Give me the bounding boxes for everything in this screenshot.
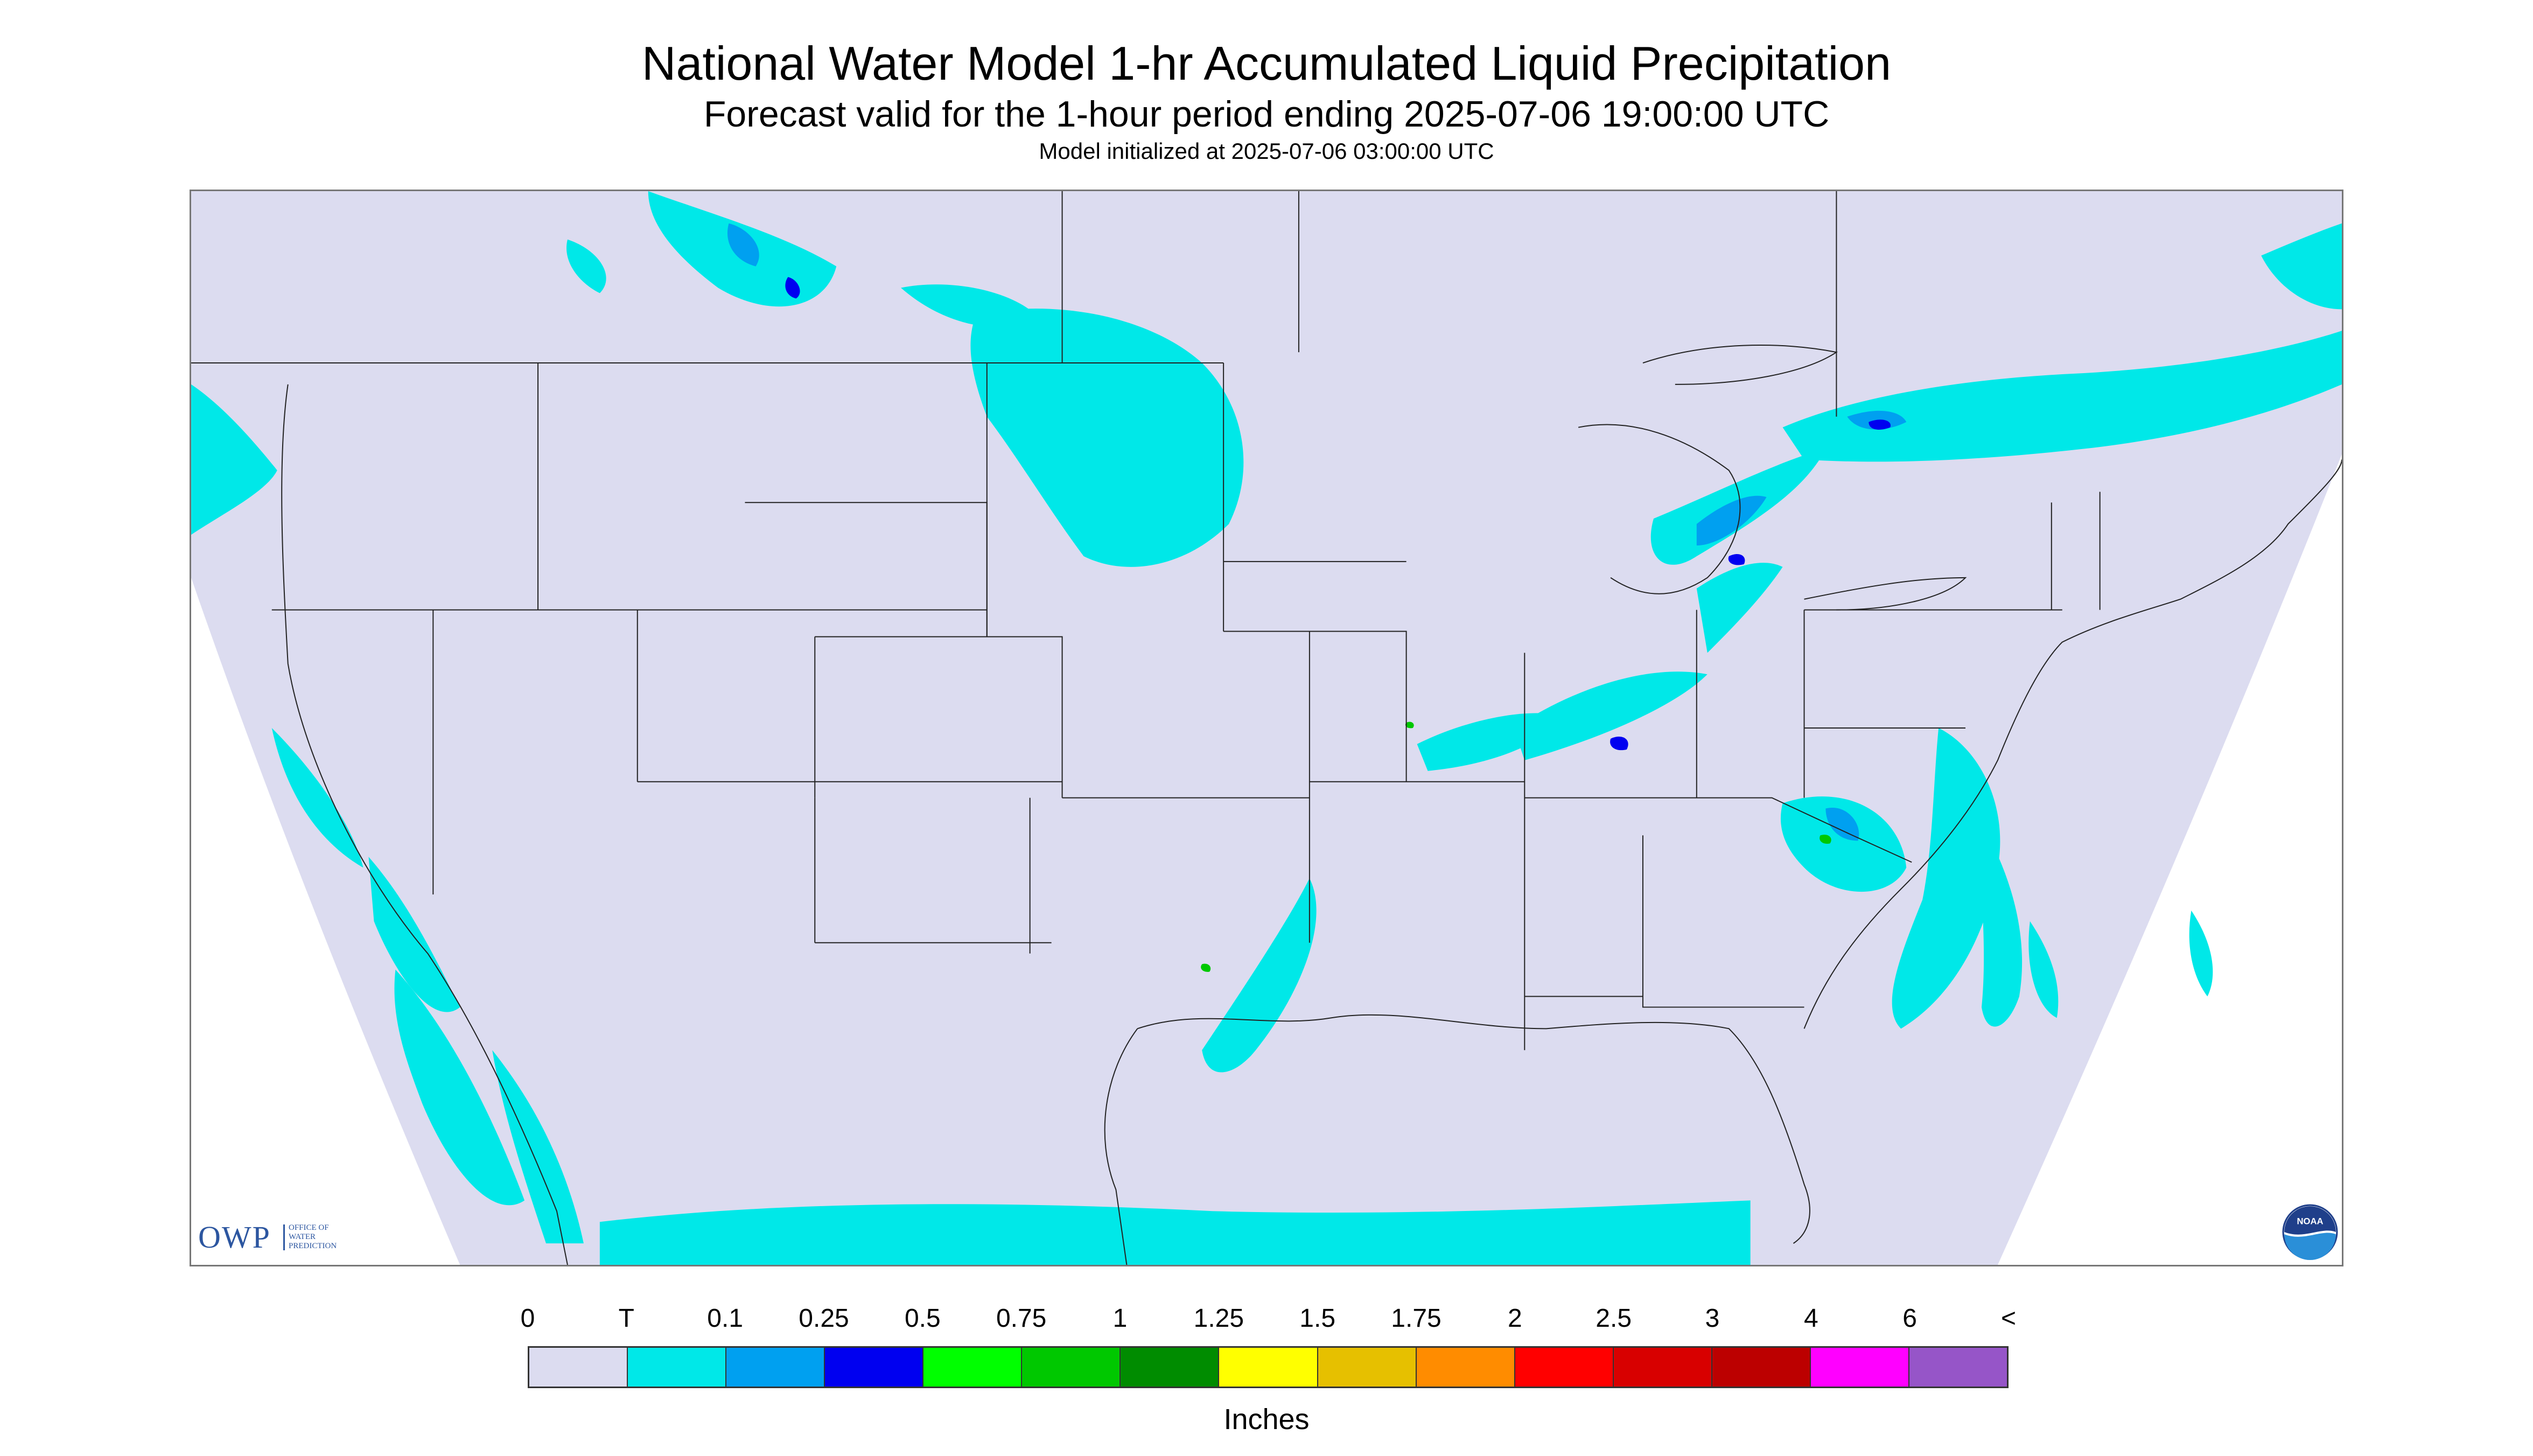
legend-tick-label: 0.75 (996, 1304, 1047, 1333)
model-init-text: Model initialized at 2025-07-06 03:00:00… (1039, 138, 1494, 164)
state-boundaries (191, 191, 2101, 1051)
legend-swatch (922, 1348, 1021, 1387)
legend-tick-label: 0.1 (707, 1304, 744, 1333)
legend-swatch (1908, 1348, 2007, 1387)
legend-tick-label: 6 (1902, 1304, 1918, 1333)
legend-tick-label: T (618, 1304, 634, 1333)
legend-tick-label: 0.25 (799, 1304, 849, 1333)
legend-swatch (725, 1348, 824, 1387)
noaa-logo: NOAA (2282, 1204, 2338, 1260)
owp-logo-subtext: OFFICE OF WATER PREDICTION (289, 1223, 380, 1251)
legend-tick-label: 4 (1803, 1304, 1818, 1333)
legend-swatch (1711, 1348, 1810, 1387)
map-title: National Water Model 1-hr Accumulated Li… (641, 37, 1892, 90)
owp-logo: OWP OFFICE OF WATER PREDICTION (198, 1221, 381, 1254)
owp-logo-line-1: OFFICE OF (289, 1223, 329, 1232)
legend-swatch (529, 1348, 627, 1387)
owp-logo-line-3: PREDICTION (289, 1242, 337, 1250)
legend-tick-label: 1.25 (1193, 1304, 1244, 1333)
legend-swatch (1317, 1348, 1416, 1387)
color-legend (528, 1346, 2009, 1388)
legend-swatch (1612, 1348, 1711, 1387)
legend-swatch (1514, 1348, 1613, 1387)
legend-tick-label: 1.5 (1299, 1304, 1336, 1333)
legend-tick-label: 1 (1112, 1304, 1128, 1333)
legend-swatch (1119, 1348, 1219, 1387)
legend-swatch (1809, 1348, 1908, 1387)
legend-tick-label: 3 (1705, 1304, 1720, 1333)
legend-swatch (824, 1348, 923, 1387)
legend-swatch (1415, 1348, 1514, 1387)
map-canvas (191, 191, 2342, 1265)
legend-tick-label: 1.75 (1391, 1304, 1442, 1333)
owp-logo-line-2: WATER (289, 1233, 316, 1241)
forecast-valid-subtitle: Forecast valid for the 1-hour period end… (703, 94, 1830, 135)
legend-swatch (1218, 1348, 1317, 1387)
owp-logo-divider (283, 1224, 285, 1250)
legend-tick-label: 0 (520, 1304, 535, 1333)
legend-tick-label: 2 (1507, 1304, 1522, 1333)
noaa-logo-text: NOAA (2297, 1216, 2324, 1226)
legend-tick-label: 2.5 (1596, 1304, 1632, 1333)
precip-green-pockets (1201, 722, 1831, 972)
legend-tick-labels: 0 T 0.1 0.25 0.5 0.75 1 1.25 1.5 1.75 2 2.5 3 4 6 < (521, 1303, 2016, 1335)
coastlines (281, 345, 2342, 1265)
legend-swatch (1021, 1348, 1120, 1387)
precip-heavy-areas (785, 277, 1891, 751)
legend-tick-label: 0.5 (904, 1304, 941, 1333)
precip-moderate-areas (727, 223, 1907, 841)
precipitation-map (190, 190, 2343, 1266)
precip-light-areas (191, 191, 2342, 1265)
noaa-logo-icon: NOAA (2282, 1204, 2338, 1260)
legend-swatch (627, 1348, 726, 1387)
owp-logo-text: OWP (198, 1220, 271, 1255)
legend-units: Inches (1223, 1403, 1310, 1436)
legend-tick-label: < (2000, 1304, 2017, 1333)
